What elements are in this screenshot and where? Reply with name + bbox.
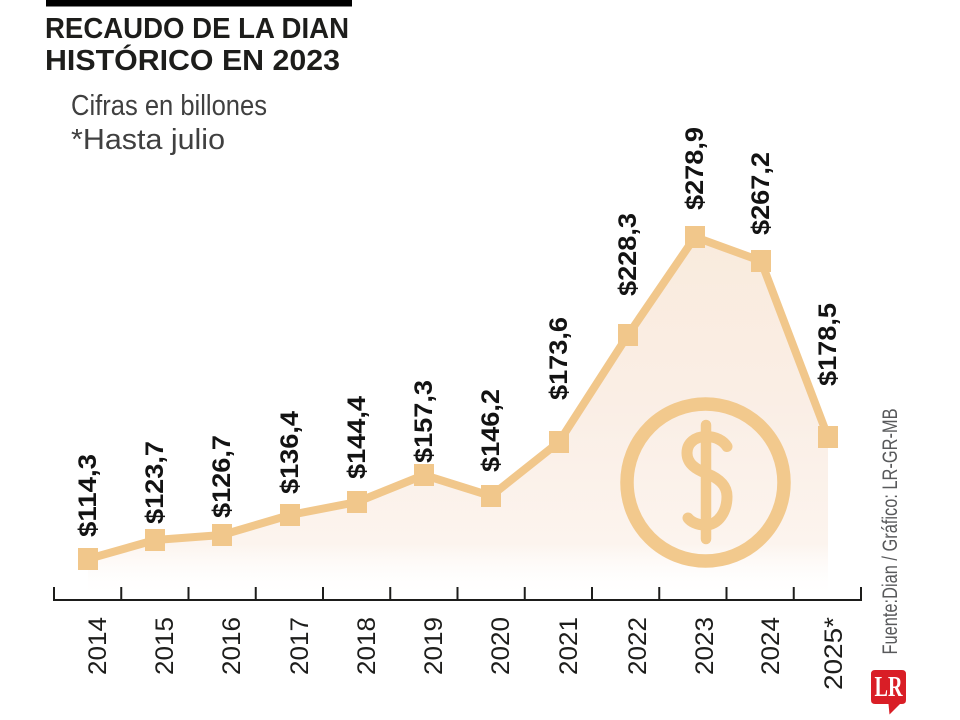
- svg-text:2025*: 2025*: [820, 617, 848, 690]
- svg-text:Cifras en billones: Cifras en billones: [71, 90, 267, 122]
- svg-text:$126,7: $126,7: [208, 435, 236, 518]
- svg-text:$144,4: $144,4: [343, 396, 371, 479]
- svg-text:$267,2: $267,2: [747, 152, 775, 235]
- svg-text:2015: 2015: [151, 617, 179, 675]
- svg-text:2017: 2017: [286, 617, 314, 675]
- svg-text:2014: 2014: [84, 617, 112, 675]
- svg-text:Fuente:Dian / Gráfico: LR-GR-M: Fuente:Dian / Gráfico: LR-GR-MB: [879, 409, 902, 655]
- svg-text:$146,2: $146,2: [477, 389, 505, 472]
- svg-text:2018: 2018: [353, 617, 381, 675]
- svg-text:*Hasta julio: *Hasta julio: [71, 124, 225, 156]
- svg-text:$136,4: $136,4: [276, 411, 304, 494]
- svg-text:2022: 2022: [624, 617, 652, 675]
- svg-text:2020: 2020: [487, 617, 515, 675]
- svg-text:$123,7: $123,7: [141, 441, 169, 524]
- svg-text:$178,5: $178,5: [814, 303, 842, 386]
- svg-text:LR: LR: [875, 672, 904, 703]
- svg-text:$173,6: $173,6: [545, 317, 573, 400]
- svg-text:$114,3: $114,3: [74, 454, 102, 537]
- svg-text:RECAUDO DE LA DIAN: RECAUDO DE LA DIAN: [45, 13, 349, 45]
- svg-text:2023: 2023: [691, 617, 719, 675]
- svg-text:$278,9: $278,9: [681, 127, 709, 210]
- svg-text:$228,3: $228,3: [614, 213, 642, 296]
- svg-text:2024: 2024: [757, 617, 785, 675]
- svg-text:2019: 2019: [420, 617, 448, 675]
- svg-text:2016: 2016: [218, 617, 246, 675]
- svg-text:HISTÓRICO EN 2023: HISTÓRICO EN 2023: [45, 43, 340, 77]
- svg-text:$157,3: $157,3: [410, 380, 438, 463]
- svg-text:2021: 2021: [555, 617, 583, 675]
